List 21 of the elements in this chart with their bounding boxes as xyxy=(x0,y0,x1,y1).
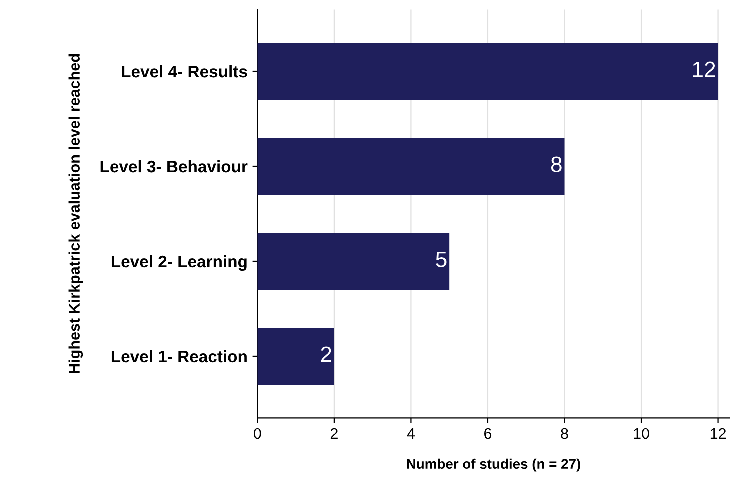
data-label: 2 xyxy=(321,346,332,362)
y-tick-label: Level 1- Reaction xyxy=(112,350,247,363)
x-tick-label: 0 xyxy=(254,428,262,440)
y-tick-label: Level 4- Results xyxy=(122,65,248,78)
x-tick-label: 6 xyxy=(484,428,492,440)
data-label: 12 xyxy=(693,62,716,78)
data-label: 8 xyxy=(551,156,562,172)
y-tick-label: Level 2- Learning xyxy=(112,255,247,272)
x-tick-label: 12 xyxy=(710,428,726,440)
x-tick-label: 4 xyxy=(407,428,416,440)
x-tick-label: 8 xyxy=(561,428,568,440)
bar xyxy=(258,328,334,385)
y-axis-title: Highest Kirkpatrick evaluation level reached xyxy=(68,54,84,374)
bar xyxy=(258,232,450,290)
bar xyxy=(258,138,565,195)
y-tick-label: Level 3- Behaviour xyxy=(100,160,248,173)
x-tick-label: 10 xyxy=(634,428,650,440)
bar xyxy=(258,43,718,100)
x-tick-label: 2 xyxy=(330,428,338,440)
x-axis-title: Number of studies (n = 27) xyxy=(407,458,580,472)
data-label: 5 xyxy=(436,252,447,268)
